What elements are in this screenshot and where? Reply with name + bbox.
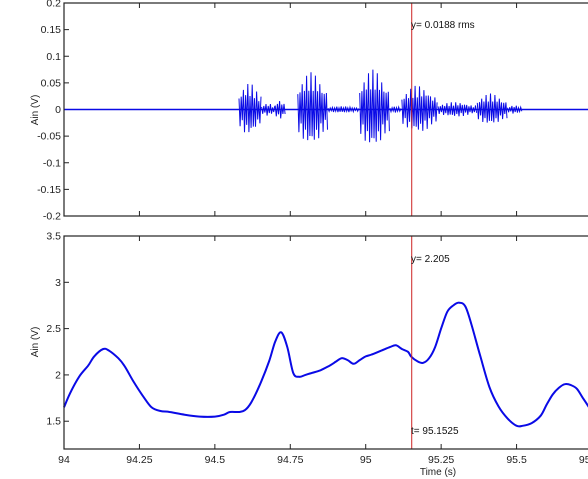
top-y-axis-label: Ain (V) xyxy=(30,95,41,126)
signal-burst xyxy=(327,105,360,114)
y-tick-label: 0.05 xyxy=(41,77,62,89)
signal-burst xyxy=(476,93,508,123)
bottom-cursor-time-readout: t= 95.1525 xyxy=(411,426,459,437)
bottom-plot-frame xyxy=(63,235,588,450)
x-tick-label: 94.25 xyxy=(126,454,152,466)
signal-burst xyxy=(389,105,402,114)
y-tick-label: -0.05 xyxy=(37,131,61,143)
x-tick-label: 95.75 xyxy=(579,454,588,466)
y-tick-label: 2.5 xyxy=(46,323,61,335)
bottom-y-axis-label: Ain (V) xyxy=(30,327,41,358)
x-tick-label: 94.5 xyxy=(205,454,226,466)
y-tick-label: 1.5 xyxy=(46,416,61,428)
y-tick-label: 3.5 xyxy=(46,231,61,243)
signal-burst xyxy=(437,102,478,117)
x-tick-label: 94.75 xyxy=(277,454,303,466)
top-cursor-rms-readout: y= 0.0188 rms xyxy=(411,20,475,31)
bottom-y-tick-labels: 1.5 2 2.5 3 3.5 xyxy=(46,231,61,428)
top-plot-frame xyxy=(63,2,588,217)
bottom-signal-line xyxy=(63,301,588,428)
signal-burst xyxy=(261,104,276,116)
y-tick-label: -0.15 xyxy=(37,184,61,196)
chart-bottom: 1.522.533.5 94 94.25 94.5 94.75 95 95.25 95.5 9… xyxy=(30,231,588,478)
x-tick-label: 94 xyxy=(58,454,70,466)
signal-burst xyxy=(507,105,523,114)
y-tick-label: -0.2 xyxy=(43,211,61,223)
y-tick-label: 0.1 xyxy=(46,51,61,63)
x-tick-label: 95.5 xyxy=(506,454,527,466)
y-tick-label: -0.1 xyxy=(43,157,61,169)
y-tick-label: 0.15 xyxy=(41,24,62,36)
y-tick-label: 0.2 xyxy=(46,0,61,10)
y-tick-label: 3 xyxy=(55,277,61,289)
signal-burst xyxy=(401,85,438,131)
bottom-cursor-value-readout: y= 2.205 xyxy=(411,254,450,265)
bottom-x-axis-label: Time (s) xyxy=(420,467,456,478)
chart-top: -0.2 -0.15 -0.1 -0.05 0 0.05 0.1 0.15 0.2 Ain (V… xyxy=(30,0,588,223)
signal-burst xyxy=(297,72,328,141)
x-tick-label: 95.25 xyxy=(428,454,454,466)
bottom-x-tick-labels: 94 94.25 94.5 94.75 95 95.25 95.5 95.75 xyxy=(58,454,588,466)
x-tick-label: 95 xyxy=(360,454,372,466)
top-signal-trace xyxy=(64,69,588,143)
signal-burst xyxy=(359,69,390,143)
y-tick-label: 2 xyxy=(55,369,61,381)
y-tick-label: 0 xyxy=(55,104,61,116)
top-y-tick-labels: -0.2 -0.15 -0.1 -0.05 0 0.05 0.1 0.15 0.2 xyxy=(37,0,61,223)
signal-burst xyxy=(274,101,286,119)
signal-burst xyxy=(238,83,262,133)
